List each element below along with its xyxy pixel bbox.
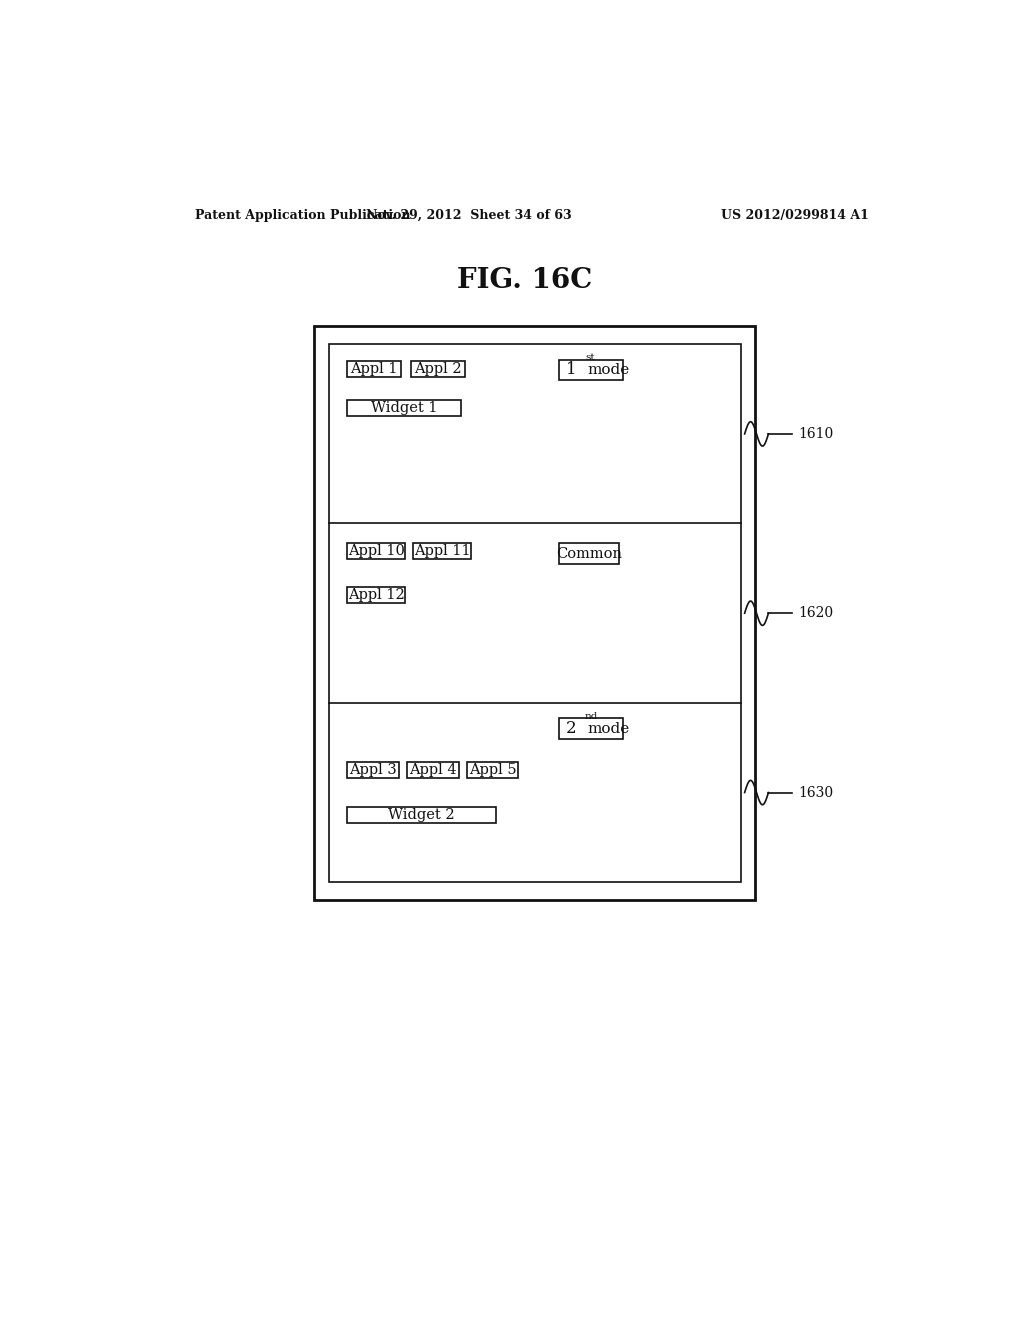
Bar	[559, 718, 624, 739]
Text: Appl 1: Appl 1	[350, 362, 398, 376]
Text: mode: mode	[588, 722, 630, 735]
Text: nd: nd	[585, 711, 598, 721]
Text: 2: 2	[566, 719, 577, 737]
Text: 1630: 1630	[799, 785, 834, 800]
Bar	[559, 544, 620, 564]
Text: Nov. 29, 2012  Sheet 34 of 63: Nov. 29, 2012 Sheet 34 of 63	[367, 209, 572, 222]
Bar	[314, 326, 755, 900]
Text: st: st	[585, 354, 595, 362]
Bar	[347, 587, 404, 603]
Text: Widget 1: Widget 1	[371, 401, 437, 414]
Text: FIG. 16C: FIG. 16C	[457, 267, 593, 294]
Text: Common: Common	[556, 546, 623, 561]
Text: Appl 12: Appl 12	[348, 589, 404, 602]
Text: Appl 2: Appl 2	[414, 362, 462, 376]
Bar	[559, 359, 624, 380]
Text: Appl 4: Appl 4	[409, 763, 457, 777]
Text: Appl 11: Appl 11	[414, 544, 470, 558]
Bar	[347, 807, 496, 822]
Text: 1620: 1620	[799, 606, 834, 620]
Bar	[412, 360, 465, 376]
Bar	[347, 360, 400, 376]
Bar	[347, 400, 461, 416]
Text: Appl 10: Appl 10	[348, 544, 404, 558]
Text: Patent Application Publication: Patent Application Publication	[196, 209, 411, 222]
Text: Widget 2: Widget 2	[388, 808, 455, 822]
Bar	[347, 762, 398, 779]
Bar	[329, 345, 740, 882]
Bar	[347, 544, 404, 560]
Text: US 2012/0299814 A1: US 2012/0299814 A1	[721, 209, 868, 222]
Bar	[467, 762, 518, 779]
Bar	[414, 544, 471, 560]
Bar	[407, 762, 459, 779]
Text: 1610: 1610	[799, 426, 834, 441]
Text: mode: mode	[588, 363, 630, 378]
Text: Appl 5: Appl 5	[469, 763, 516, 777]
Text: 1: 1	[566, 362, 577, 379]
Text: Appl 3: Appl 3	[349, 763, 397, 777]
